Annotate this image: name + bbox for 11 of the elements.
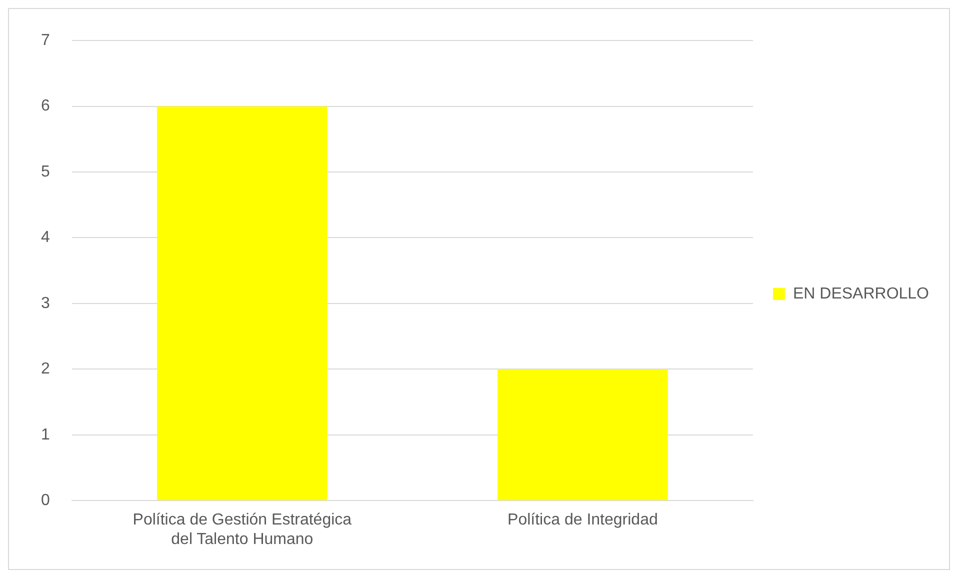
y-tick-label: 4 [40, 229, 50, 246]
y-tick-label: 3 [40, 294, 50, 312]
y-tick-label: 1 [40, 426, 50, 444]
y-tick-label: 6 [40, 98, 50, 115]
y-tick-label: 0 [40, 492, 50, 510]
x-tick-label: Política de Integridad [508, 512, 658, 529]
y-tick-label: 7 [40, 32, 50, 50]
y-tick-label: 5 [40, 163, 50, 180]
y-tick-label: 2 [40, 360, 50, 378]
legend-label: EN DESARROLLO [792, 285, 930, 302]
x-tick-label: Política de Gestión Estratégica del Talento Humano [132, 512, 352, 548]
